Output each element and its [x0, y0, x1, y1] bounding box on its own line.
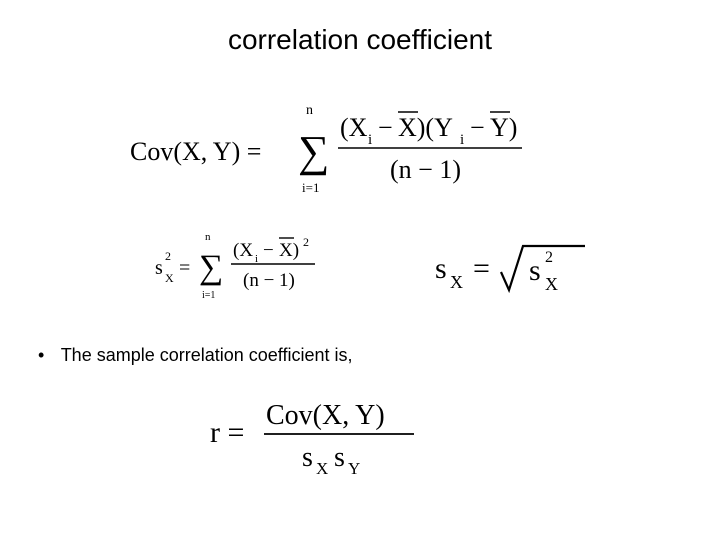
equation-variance: s 2 X = ∑ n i=1 (X i − X) 2 (n − 1) [155, 228, 415, 311]
svg-text:Cov(X, Y): Cov(X, Y) [266, 400, 385, 431]
svg-text:2: 2 [303, 235, 309, 249]
svg-text:2: 2 [545, 249, 553, 266]
equation-covariance: Cov(X, Y) = ∑ n i=1 (X i − X)(Y i − Y) (… [130, 100, 600, 205]
svg-text:r =: r = [210, 416, 244, 449]
svg-text:i: i [368, 132, 372, 148]
svg-text:X: X [316, 459, 328, 478]
svg-text:∑: ∑ [199, 249, 223, 286]
svg-text:Cov(X, Y) =: Cov(X, Y) = [130, 137, 261, 166]
svg-text:s: s [302, 442, 313, 473]
svg-text:2: 2 [165, 249, 171, 263]
svg-text:=: = [179, 257, 190, 279]
equation-stddev: s X = s 2 X [435, 232, 625, 307]
svg-text:i: i [460, 132, 464, 148]
svg-text:∑: ∑ [298, 127, 329, 176]
svg-text:i: i [255, 253, 258, 265]
svg-text:i=1: i=1 [202, 290, 215, 301]
svg-text:s: s [529, 254, 541, 287]
svg-text:(X: (X [233, 240, 253, 261]
svg-text:(n − 1): (n − 1) [390, 155, 461, 184]
equation-correlation: r = Cov(X, Y) s X s Y [210, 390, 470, 485]
bullet-marker: • [38, 345, 56, 366]
svg-text:X: X [545, 274, 558, 294]
svg-text:=: = [473, 252, 490, 285]
svg-text:Y): Y) [490, 113, 517, 142]
svg-text:−: − [378, 113, 393, 142]
bullet-line: • The sample correlation coefficient is, [38, 345, 353, 366]
svg-text:s: s [155, 257, 163, 279]
svg-text:n: n [306, 103, 313, 118]
svg-text:(n − 1): (n − 1) [243, 270, 295, 291]
svg-text:−: − [470, 113, 485, 142]
svg-text:n: n [205, 231, 211, 243]
slide: correlation coefficient Cov(X, Y) = ∑ n … [0, 0, 720, 540]
svg-text:Y: Y [348, 459, 360, 478]
svg-text:s: s [435, 252, 447, 285]
svg-text:X)(Y: X)(Y [398, 113, 453, 142]
svg-text:(X: (X [340, 113, 368, 142]
svg-text:X): X) [279, 240, 299, 261]
slide-title: correlation coefficient [0, 24, 720, 56]
bullet-text: The sample correlation coefficient is, [61, 345, 353, 365]
svg-text:X: X [165, 271, 174, 285]
svg-text:s: s [334, 442, 345, 473]
svg-text:−: − [263, 240, 274, 261]
svg-text:i=1: i=1 [302, 180, 319, 195]
svg-text:X: X [450, 272, 463, 292]
